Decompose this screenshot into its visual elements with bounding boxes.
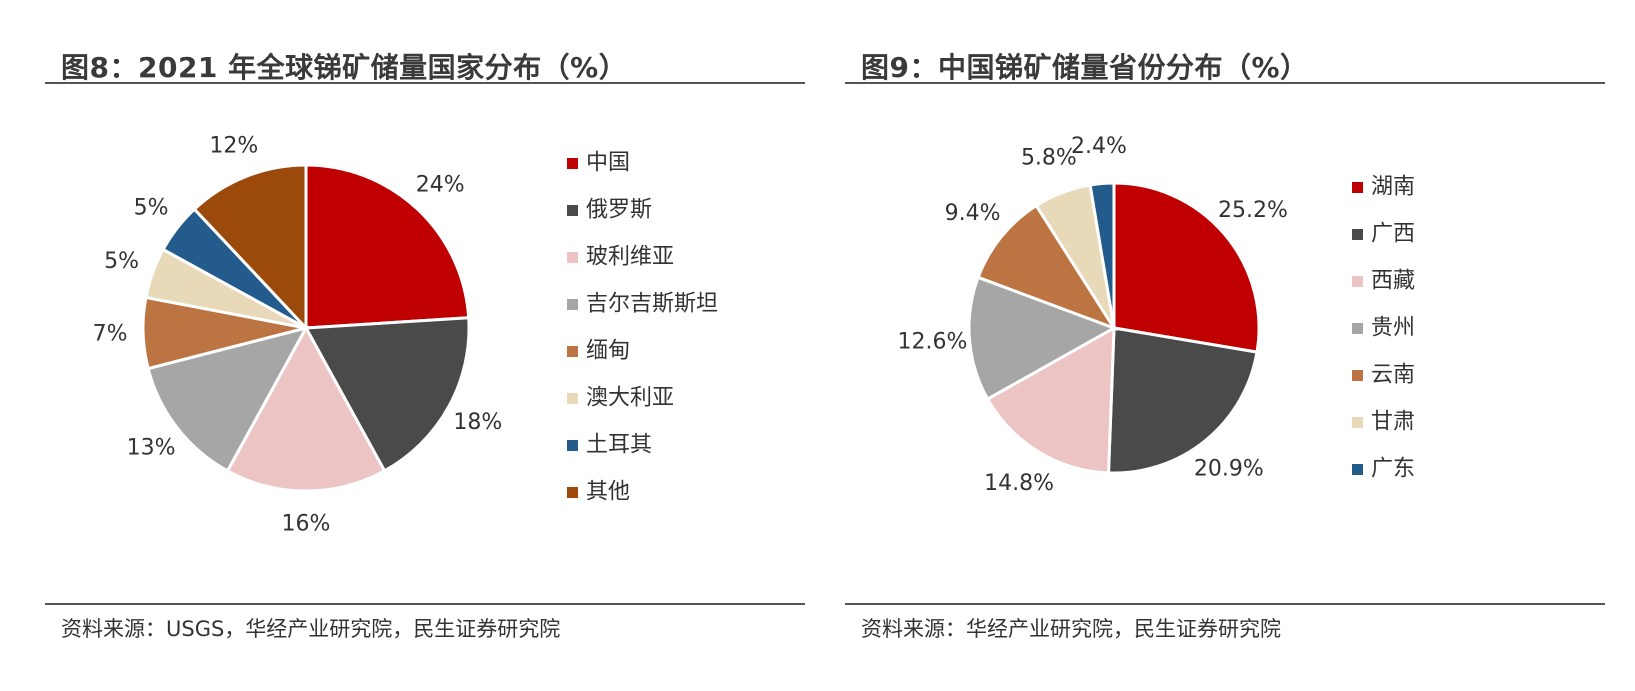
pie-slice-label-3: 14.8% <box>984 471 1054 496</box>
legend-swatch-6 <box>567 393 578 404</box>
pie-slice-8 <box>192 163 308 332</box>
pie-slice-label-7: 2.4% <box>1071 134 1127 159</box>
legend-swatch-3 <box>1352 276 1363 287</box>
legend-swatch-4 <box>567 299 578 310</box>
pie-slice-label-7: 5% <box>134 195 169 220</box>
legend-swatch-7 <box>1352 464 1363 475</box>
pie-slice-label-1: 25.2% <box>1218 198 1288 223</box>
legend-swatch-7 <box>567 440 578 451</box>
legend-label-8: 其他 <box>586 480 630 505</box>
figure-8-top-rule <box>45 82 805 84</box>
legend-swatch-5 <box>1352 370 1363 381</box>
figure-9-top-rule <box>845 82 1605 84</box>
figure-8-pie-chart: 24% 18% 16% 13% 7% 5% 5% 12% 中国俄罗斯玻利维亚吉尔吉斯斯坦缅甸澳大… <box>93 133 718 537</box>
legend-label-7: 土耳其 <box>586 433 652 458</box>
pie-slice-label-2: 20.9% <box>1194 457 1264 482</box>
legend-label-7: 广东 <box>1371 457 1415 482</box>
legend-swatch-5 <box>567 346 578 357</box>
pie-slice-label-3: 16% <box>282 512 331 537</box>
legend-swatch-2 <box>1352 229 1363 240</box>
pie-slice-label-5: 7% <box>93 322 128 347</box>
figure-8-panel: 图8：2021 年全球锑矿储量国家分布（%） 24% 18% 16% 13% 7% 5% 5… <box>45 0 805 691</box>
legend-label-1: 湖南 <box>1371 175 1415 200</box>
legend-label-1: 中国 <box>586 151 630 176</box>
pie-slice-7 <box>1088 181 1116 329</box>
pie-slice-3 <box>985 325 1116 475</box>
legend-label-4: 贵州 <box>1371 316 1415 341</box>
figure-9-source: 资料来源：华经产业研究院，民生证券研究院 <box>861 617 1281 641</box>
legend-label-6: 甘肃 <box>1371 410 1415 435</box>
legend-label-6: 澳大利亚 <box>586 386 674 411</box>
pie-slice-label-6: 5% <box>104 249 139 274</box>
figure-8-source: 资料来源：USGS，华经产业研究院，民生证券研究院 <box>61 617 561 641</box>
legend-label-3: 西藏 <box>1371 269 1415 294</box>
pie-slice-label-8: 12% <box>209 133 258 158</box>
figure-9-bottom-rule <box>845 603 1605 605</box>
legend-swatch-1 <box>567 158 578 169</box>
legend-label-5: 云南 <box>1371 363 1415 388</box>
legend-swatch-2 <box>567 205 578 216</box>
pie-slice-5 <box>976 203 1118 331</box>
figure-9-pie-chart: 25.2% 20.9% 14.8% 12.6% 9.4% 5.8%2.4% 湖南广西西藏贵州… <box>898 134 1415 496</box>
pie-slice-4 <box>146 325 309 473</box>
legend-label-5: 缅甸 <box>586 339 630 364</box>
pie-slice-label-5: 9.4% <box>945 201 1001 226</box>
legend-swatch-8 <box>567 487 578 498</box>
legend-swatch-4 <box>1352 323 1363 334</box>
pie-slice-label-2: 18% <box>453 410 502 435</box>
figure-8-title: 图8：2021 年全球锑矿储量国家分布（%） <box>61 51 628 84</box>
pie-slice-1 <box>1112 181 1261 354</box>
pie-slice-4 <box>967 275 1118 402</box>
pie-slice-1 <box>304 163 471 330</box>
figure-8-bottom-rule <box>45 603 805 605</box>
legend-swatch-6 <box>1352 417 1363 428</box>
legend-swatch-1 <box>1352 182 1363 193</box>
pie-slice-2 <box>1106 326 1259 475</box>
figure-9-panel: 图9：中国锑矿储量省份分布（%） 25.2% 20.9% 14.8% 12.6% 9.4… <box>845 0 1605 691</box>
pie-slice-3 <box>225 324 387 493</box>
pie-slice-label-6: 5.8% <box>1021 146 1077 171</box>
pie-slice-label-4: 13% <box>127 436 176 461</box>
pie-slice-label-4: 12.6% <box>898 330 968 355</box>
figure-9-title: 图9：中国锑矿储量省份分布（%） <box>861 51 1309 84</box>
legend-swatch-3 <box>567 252 578 263</box>
legend-label-4: 吉尔吉斯斯坦 <box>586 292 718 317</box>
pie-slice-label-1: 24% <box>416 173 465 198</box>
legend-label-2: 俄罗斯 <box>586 198 652 223</box>
legend-label-3: 玻利维亚 <box>586 245 674 270</box>
legend-label-2: 广西 <box>1371 222 1415 247</box>
pie-slice-2 <box>303 316 471 473</box>
